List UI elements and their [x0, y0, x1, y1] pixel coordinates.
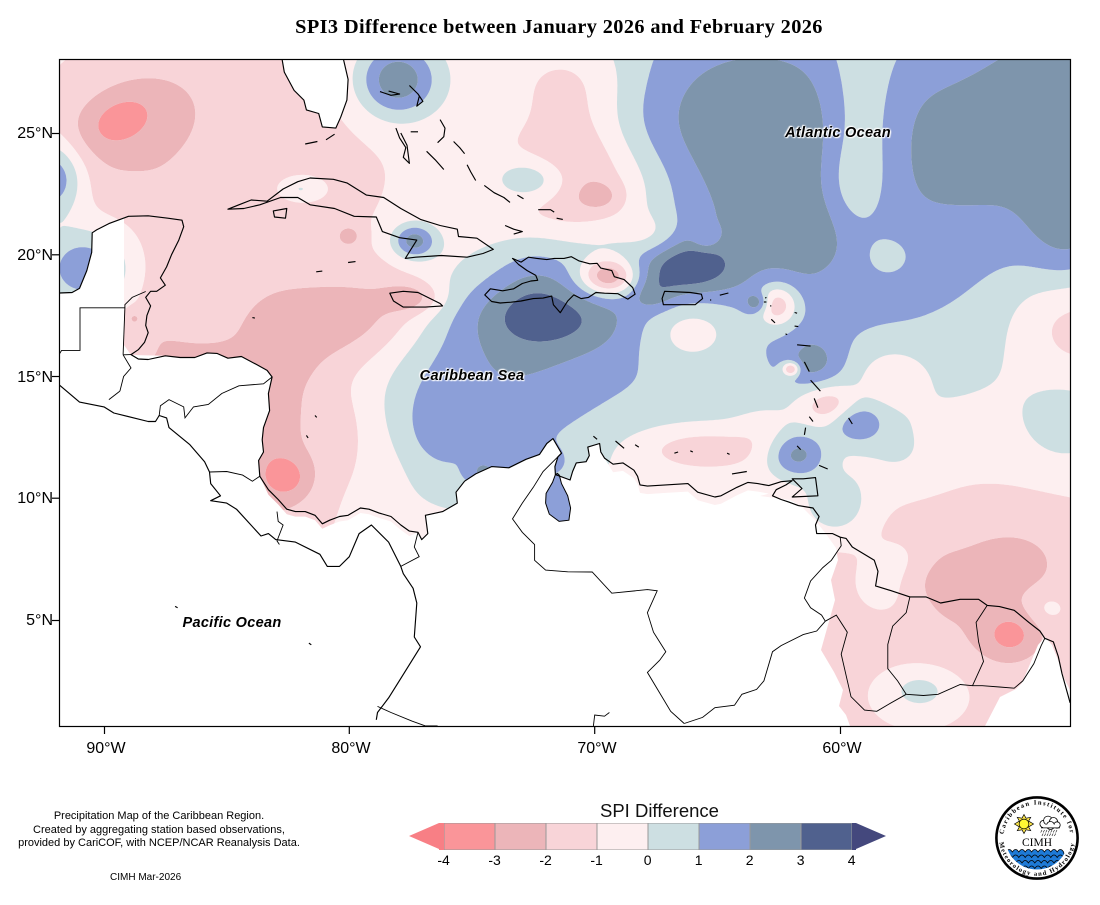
svg-text:CIMH: CIMH	[1022, 837, 1052, 849]
